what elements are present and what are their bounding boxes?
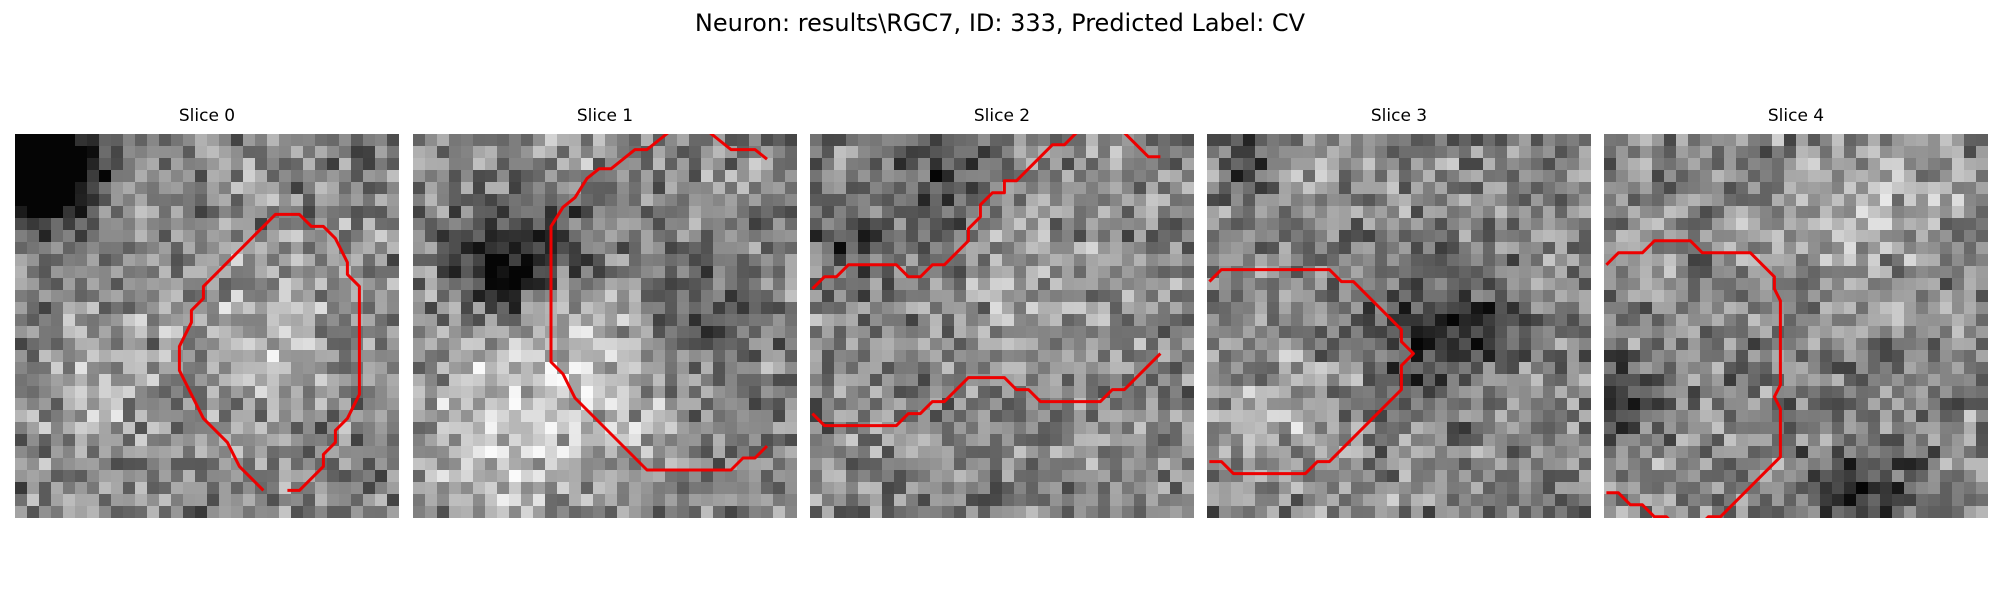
pixel-grid bbox=[15, 134, 399, 518]
slice-title: Slice 4 bbox=[1767, 106, 1825, 126]
pixel-grid bbox=[1207, 134, 1591, 518]
slice-title: Slice 0 bbox=[178, 106, 236, 126]
slice-image-4 bbox=[1604, 134, 1988, 518]
contour-line bbox=[177, 212, 361, 492]
contour-line bbox=[549, 134, 769, 472]
slice-image-1 bbox=[413, 134, 797, 518]
figure-title: Neuron: results\RGC7, ID: 333, Predicted… bbox=[694, 9, 1306, 37]
pixel-grid bbox=[413, 134, 797, 518]
slice-title: Slice 2 bbox=[973, 106, 1031, 126]
slice-title: Slice 3 bbox=[1370, 106, 1428, 126]
contour-line bbox=[811, 352, 1162, 428]
contour-line bbox=[1208, 268, 1415, 476]
slice-panel-3: Slice 3 bbox=[1207, 104, 1591, 518]
slice-image-2 bbox=[810, 134, 1194, 518]
contour-line bbox=[1605, 239, 1782, 518]
slice-image-0 bbox=[15, 134, 399, 518]
slice-panel-2: Slice 2 bbox=[810, 104, 1194, 518]
slice-panel-1: Slice 1 bbox=[413, 104, 797, 518]
slice-title: Slice 1 bbox=[576, 106, 634, 126]
pixel-grid bbox=[810, 134, 1194, 518]
contour-line bbox=[1123, 134, 1161, 159]
slice-panel-0: Slice 0 bbox=[15, 104, 399, 518]
slice-image-3 bbox=[1207, 134, 1591, 518]
contour-line bbox=[811, 134, 1078, 290]
pixel-grid bbox=[1604, 134, 1988, 518]
slice-panel-4: Slice 4 bbox=[1604, 104, 1988, 518]
